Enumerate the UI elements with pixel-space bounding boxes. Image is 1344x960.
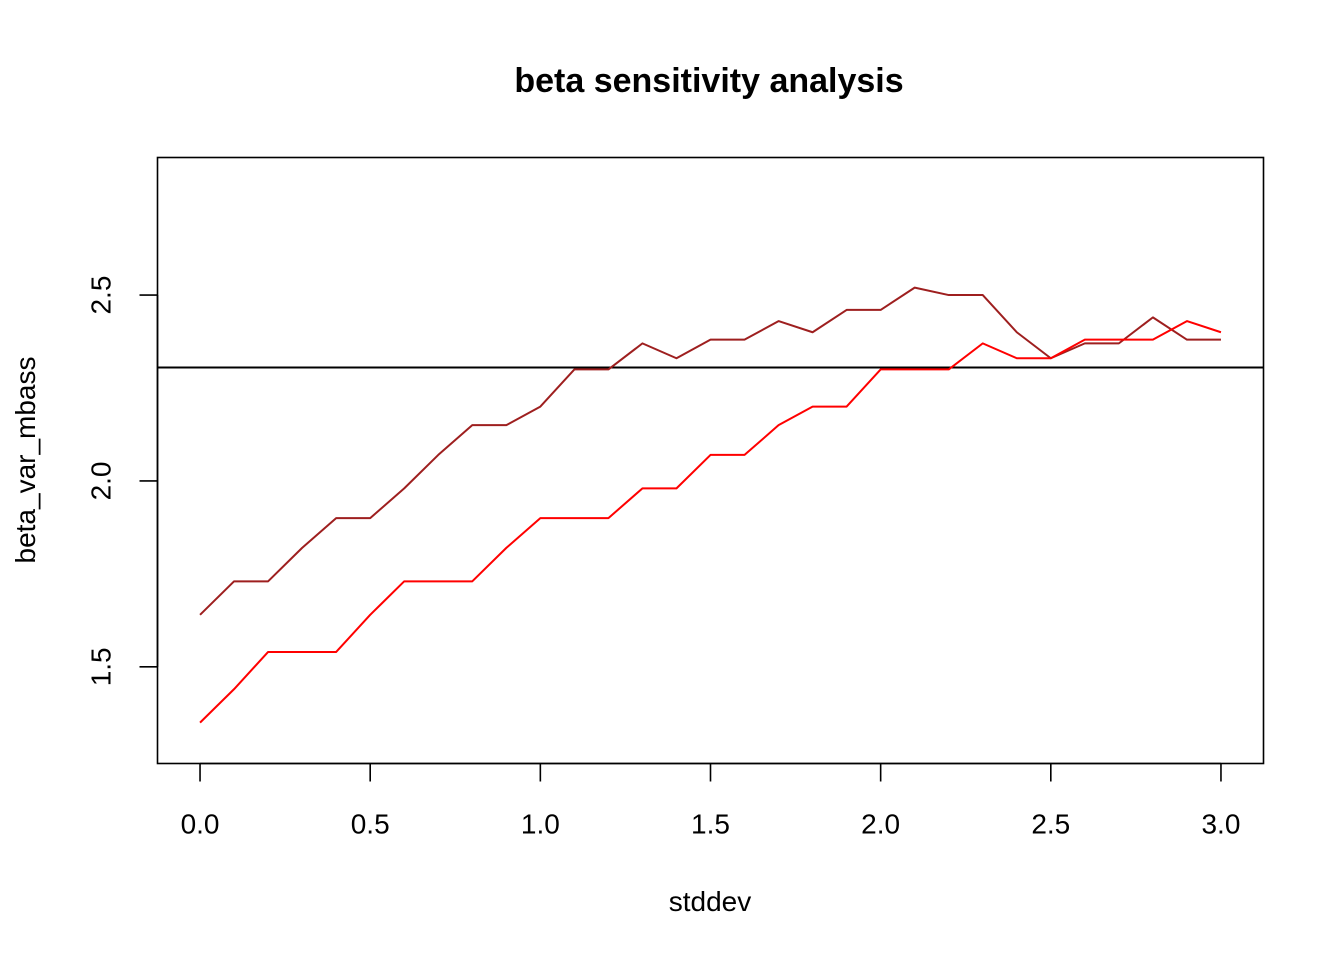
plot-frame <box>156 156 1265 765</box>
x-tick-label: 1.5 <box>691 809 730 840</box>
series-layer <box>199 286 1222 724</box>
x-tick-label: 0.0 <box>181 809 220 840</box>
x-tick-label: 0.5 <box>351 809 390 840</box>
y-axis: 1.5 2.0 2.5 <box>86 276 159 686</box>
y-tick-label: 2.0 <box>86 461 117 500</box>
series-line-1 <box>199 286 1221 616</box>
series-line-2 <box>199 320 1222 724</box>
y-axis-label: beta_var_mbass <box>10 356 41 563</box>
x-axis: 0.0 0.5 1.0 1.5 2.0 2.5 3.0 <box>181 762 1240 840</box>
x-tick-label: 2.5 <box>1031 809 1070 840</box>
x-tick-label: 1.0 <box>521 809 560 840</box>
y-tick-label: 1.5 <box>86 647 117 686</box>
x-axis-label: stddev <box>669 886 752 917</box>
y-tick-label: 2.5 <box>86 276 117 315</box>
x-tick-label: 2.0 <box>861 809 900 840</box>
x-tick-label: 3.0 <box>1201 809 1240 840</box>
chart-title: beta sensitivity analysis <box>514 62 903 100</box>
